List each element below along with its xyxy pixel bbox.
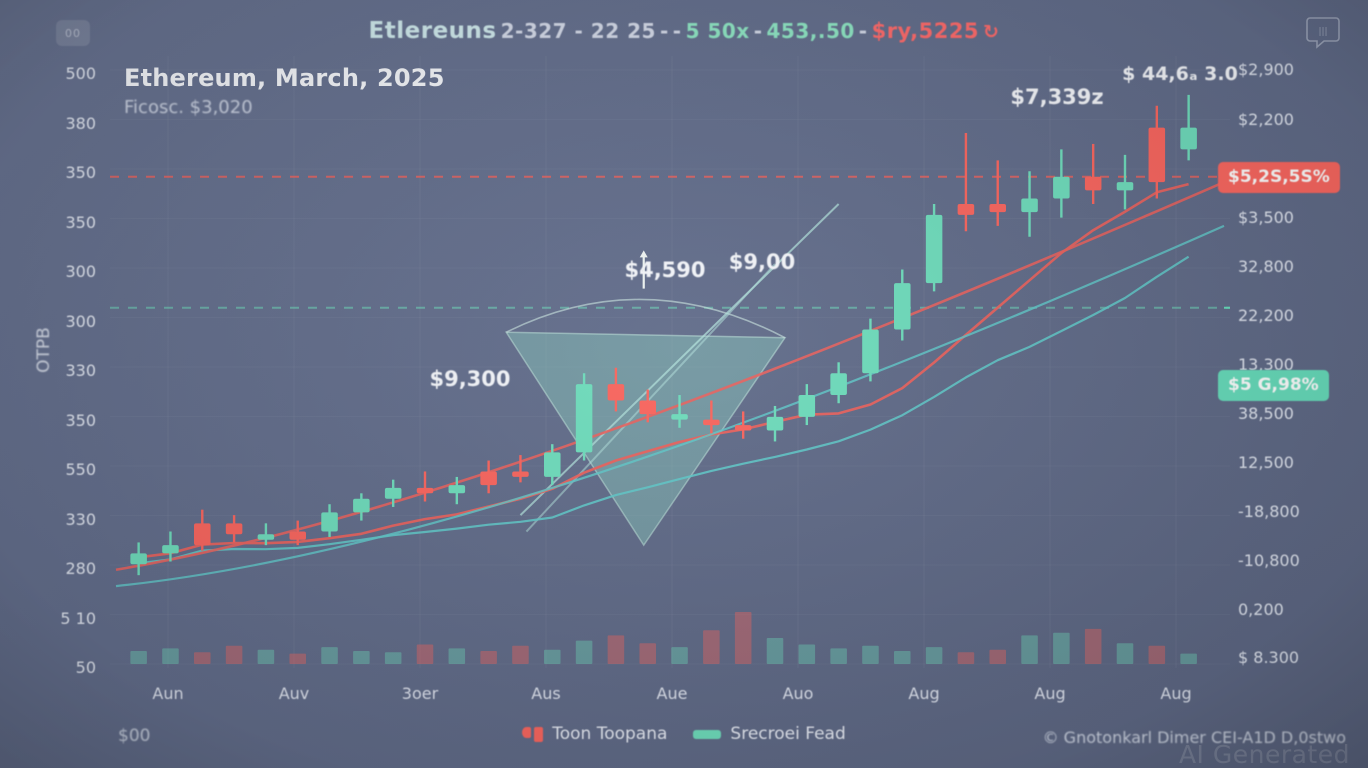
page-subtitle: Ficosc. $3,020 xyxy=(124,97,253,118)
legend-line-swatch xyxy=(693,729,722,739)
x-axis-tick: Aun xyxy=(152,684,184,703)
y-axis-left-tick: 350 xyxy=(65,410,96,430)
y-axis-left-tick: 280 xyxy=(65,559,96,578)
watermark: AI Generated xyxy=(1178,740,1350,768)
y-axis-left-tick: 350 xyxy=(65,163,96,182)
y-axis-left-tick: 550 xyxy=(65,460,96,479)
ticker-header: Etlereuns 2-327 - 22 25- -5 50x -453,.50- $r… xyxy=(0,18,1368,44)
x-axis-tick: Aus xyxy=(531,684,561,703)
x-axis-tick: 3oer xyxy=(401,684,439,703)
legend-label: Toon Toopana xyxy=(552,724,668,744)
annot-5: $ 44,6ₐ 3.0 xyxy=(1122,63,1238,85)
annot-4: $7,339ᴢ xyxy=(1010,85,1104,109)
y-axis-left-tick: 300 xyxy=(65,311,96,331)
y-axis-right-tick: $2,200 xyxy=(1238,110,1294,129)
y-axis-right-tick: 12,500 xyxy=(1238,453,1294,472)
legend-ma[interactable]: Srecroei Fead xyxy=(693,724,846,744)
x-axis-tick: Aug xyxy=(1034,684,1066,703)
y-axis-right-tick: 13,300 xyxy=(1238,355,1294,374)
annot-1: $9,300 xyxy=(429,367,511,391)
ticker-value-b: 453,.50 xyxy=(766,19,855,43)
y-axis-right-tick: -10,800 xyxy=(1238,551,1300,570)
y-axis-left-tick: 50 xyxy=(75,658,96,677)
legend-candles[interactable]: Toon Toopana xyxy=(522,724,667,744)
ticker-code: 2-327 - 22 25 xyxy=(500,19,656,43)
x-axis-tick: Aug xyxy=(908,684,940,703)
y-axis-right-tick: 22,200 xyxy=(1238,306,1294,325)
refresh-icon[interactable]: ↻ xyxy=(983,21,1000,43)
ticker-sep-3: - xyxy=(753,19,763,43)
support-badge[interactable]: $5 G,98% xyxy=(1218,370,1329,401)
ticker-value-a: 5 50x xyxy=(685,19,750,43)
legend-label: Srecroei Fead xyxy=(730,724,846,744)
ticker-sep-1: - xyxy=(659,19,669,43)
footer-left-label: $00 xyxy=(118,726,151,746)
svg-text:|||: ||| xyxy=(1318,27,1327,37)
y-axis-left-tick: 330 xyxy=(65,509,96,529)
annot-2: $4,590 xyxy=(624,258,706,282)
x-axis-tick: Auv xyxy=(278,684,310,703)
y-axis-right-tick: 32,800 xyxy=(1238,257,1294,276)
pattern-overlay xyxy=(504,250,787,547)
ticker-sep-2: - xyxy=(672,19,682,43)
y-axis-left-tick: 500 xyxy=(65,64,96,83)
copyright-text: © Gnotonkarl Dimer CEI-A1D D,0stwo xyxy=(1042,728,1346,747)
y-axis-right-tick: 38,500 xyxy=(1238,404,1294,423)
y-axis-right-tick: $3,500 xyxy=(1238,208,1294,227)
y-axis-left-tick: 350 xyxy=(65,212,96,232)
resistance-badge[interactable]: $5,2S,5S% xyxy=(1218,162,1340,193)
y-axis-left-tick: 330 xyxy=(65,361,96,380)
y-axis-left-tick: 5 10 xyxy=(60,608,96,628)
chart-plot-area[interactable] xyxy=(110,56,1303,668)
y-axis-right-tick: $ 8.300 xyxy=(1238,648,1300,667)
candlestick-canvas xyxy=(110,56,1303,668)
ticker-name: Etlereuns xyxy=(368,18,497,44)
y-axis-left-tick: 380 xyxy=(65,113,96,133)
y-axis-right-tick: 0,200 xyxy=(1238,600,1284,619)
y-axis-right-tick: $2,900 xyxy=(1238,60,1294,79)
x-axis-tick: Aug xyxy=(1160,684,1192,703)
y-axis-right-tick: -18,800 xyxy=(1238,502,1300,521)
annot-3: $9,00 xyxy=(728,250,796,274)
y-axis-left-tick: 300 xyxy=(65,262,96,281)
x-axis-tick: Auo xyxy=(782,684,814,703)
chat-bubble-icon[interactable]: ||| xyxy=(1302,12,1344,52)
chart-legend: Toon Toopana Srecroei Fead xyxy=(0,724,1368,744)
ticker-change: $ry,5225 xyxy=(871,19,980,43)
legend-candle-swatch xyxy=(522,726,544,742)
panel-toggle-icon[interactable]: 00 xyxy=(56,20,90,46)
x-axis-tick: Aue xyxy=(656,684,688,703)
ticker-sep-4: - xyxy=(858,19,868,43)
page-title: Ethereum, March, 2025 xyxy=(124,64,445,92)
